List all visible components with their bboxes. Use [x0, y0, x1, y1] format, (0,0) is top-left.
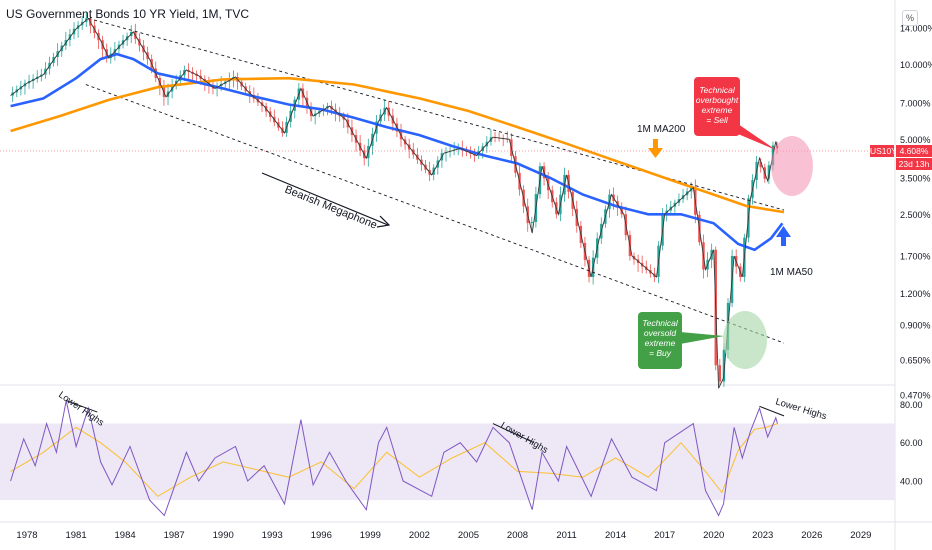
- x-tick-label: 1993: [262, 530, 283, 541]
- y-tick-label: 10.000%: [900, 60, 932, 70]
- x-tick-label: 2008: [507, 530, 528, 541]
- rsi-y-axis: 80.00 60.00 40.00: [900, 400, 923, 487]
- y-axis: 14.000% 10.000% 7.000% 5.000% 3.500% 2.500% 1.…: [900, 24, 932, 401]
- overbought-callout-line: = Sell: [706, 115, 728, 125]
- oversold-callout-line: extreme: [644, 338, 676, 348]
- ma200-label: 1M MA200: [637, 124, 686, 135]
- overbought-highlight: [771, 136, 813, 196]
- x-tick-label: 1999: [360, 530, 381, 541]
- lower-highs-trendline[interactable]: [759, 405, 785, 417]
- lower-highs-label-3: Lower Highs: [774, 396, 828, 422]
- y-tick-label: 0.470%: [900, 391, 931, 401]
- x-tick-label: 1987: [164, 530, 185, 541]
- x-tick-label: 2029: [850, 530, 871, 541]
- overbought-callout-line: overbought: [695, 95, 739, 105]
- rsi-trendlines: [66, 400, 785, 444]
- y-tick-label: 5.000%: [900, 135, 931, 145]
- x-tick-label: 1984: [115, 530, 136, 541]
- trendlines: [85, 17, 785, 344]
- price-badge: 4.608%: [896, 145, 932, 157]
- rsi-tick-label: 60.00: [900, 438, 923, 448]
- ma200-line: [10, 76, 785, 214]
- y-tick-label: 1.200%: [900, 289, 931, 299]
- percent-toggle-button[interactable]: %: [902, 10, 918, 26]
- candle-body: [530, 221, 534, 224]
- x-tick-label: 2017: [654, 530, 675, 541]
- megaphone-trendline[interactable]: [85, 84, 785, 344]
- y-tick-label: 2.500%: [900, 210, 931, 220]
- candle-body: [759, 161, 762, 168]
- rsi-tick-label: 80.00: [900, 400, 923, 410]
- y-tick-label: 7.000%: [900, 98, 931, 108]
- ma50-line: [10, 52, 784, 252]
- y-tick-label: 0.900%: [900, 320, 931, 330]
- rsi-line: [10, 400, 778, 517]
- symbol-badge: US10Y: [870, 145, 897, 157]
- countdown-badge: 23d 13h: [896, 158, 932, 170]
- candle-body: [767, 165, 771, 179]
- x-tick-label: 1978: [16, 530, 37, 541]
- overbought-callout: Technical overbought extreme = Sell: [694, 77, 740, 136]
- price-line: [10, 17, 778, 389]
- candle-body: [722, 349, 726, 382]
- x-tick-label: 1996: [311, 530, 332, 541]
- x-tick-label: 2020: [703, 530, 724, 541]
- oversold-highlight: [723, 311, 767, 369]
- overbought-callout-line: extreme: [701, 105, 733, 115]
- x-tick-label: 2026: [801, 530, 822, 541]
- x-tick-label: 2002: [409, 530, 430, 541]
- oversold-callout: Technical oversold extreme = Buy: [638, 312, 682, 369]
- x-tick-label: 1981: [65, 530, 86, 541]
- overbought-callout-line: Technical: [699, 85, 735, 95]
- x-tick-label: 2005: [458, 530, 479, 541]
- oversold-callout-line: oversold: [643, 328, 677, 338]
- y-tick-label: 3.500%: [900, 173, 931, 183]
- x-axis: 1978 1981 1984 1987 1990 1993 1996 1999 2002 2005…: [16, 530, 871, 541]
- y-tick-label: 14.000%: [900, 24, 932, 34]
- chart-title: US Government Bonds 10 YR Yield, 1M, TVC: [6, 7, 250, 21]
- ma200-arrow-icon: [648, 139, 663, 158]
- y-tick-label: 1.700%: [900, 251, 931, 261]
- rsi-band: [0, 423, 895, 501]
- x-tick-label: 2014: [605, 530, 626, 541]
- ma50-arrow-icon: [776, 226, 791, 246]
- lower-highs-trendline[interactable]: [492, 423, 535, 444]
- x-tick-label: 2023: [752, 530, 773, 541]
- rsi-tick-label: 40.00: [900, 477, 923, 487]
- lower-highs-trendline[interactable]: [66, 400, 98, 413]
- candle-body: [718, 365, 722, 382]
- ma50-label: 1M MA50: [770, 267, 813, 278]
- overbought-callout-pointer: [738, 124, 776, 150]
- megaphone-label: Bearish Megaphone: [283, 184, 379, 232]
- x-tick-label: 1990: [213, 530, 234, 541]
- oversold-callout-line: Technical: [642, 318, 678, 328]
- oversold-callout-line: = Buy: [649, 348, 671, 358]
- oversold-callout-pointer: [680, 332, 724, 344]
- megaphone-trendline[interactable]: [88, 17, 785, 211]
- lower-highs-label-1: Lower Highs: [56, 389, 106, 428]
- x-tick-label: 2011: [556, 530, 576, 541]
- megaphone-arrow-icon: [261, 172, 391, 228]
- y-tick-label: 0.650%: [900, 355, 931, 365]
